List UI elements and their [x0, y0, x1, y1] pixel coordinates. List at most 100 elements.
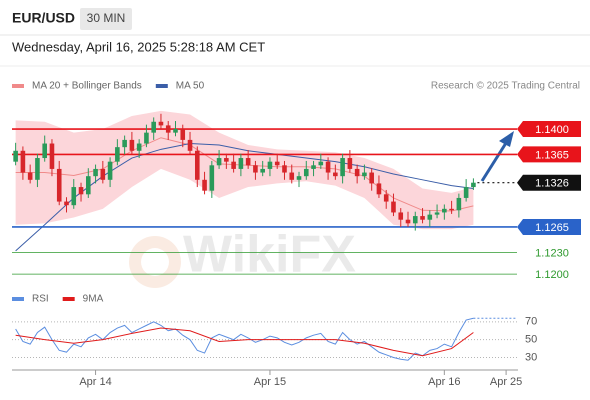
watermark: WikiFX	[183, 226, 356, 284]
candle-body	[303, 168, 309, 177]
candle-body	[93, 168, 98, 177]
trend-arrow	[480, 131, 514, 182]
candle-body	[202, 179, 207, 191]
candle-body	[442, 208, 447, 213]
candle-body	[173, 129, 178, 133]
candle-body	[383, 194, 389, 202]
legend-label: MA 20 + Bollinger Bands	[32, 81, 142, 92]
candle-body	[340, 158, 345, 177]
level-label: 1.1200	[535, 269, 569, 281]
legend-swatch	[12, 84, 24, 88]
candle-body	[471, 182, 476, 188]
candle-body	[231, 161, 236, 169]
level-label-box	[517, 174, 581, 191]
candle-body	[325, 161, 331, 173]
candle-body	[129, 139, 135, 151]
overlay: 1.1400 1.1365 1.1326 1.1265 1.1230 1.1200 MA 2…	[12, 81, 581, 388]
timestamp: Wednesday, April 16, 2025 5:28:18 AM CET	[12, 39, 265, 54]
y-tick-label: 30	[525, 351, 537, 363]
x-tick-label: Apr 14	[79, 376, 111, 388]
candle-body	[158, 121, 164, 126]
candle-body	[463, 187, 469, 198]
candle-body	[420, 216, 425, 220]
candle-body	[49, 143, 55, 169]
watermark-logo	[129, 236, 181, 288]
candle-body	[56, 168, 62, 202]
legend-swatch	[155, 84, 168, 88]
candle-body	[100, 168, 106, 180]
indicator-line	[15, 317, 474, 361]
level-label-box	[517, 121, 581, 138]
candle-body	[115, 147, 120, 162]
legend-label: 9MA	[83, 294, 104, 305]
candle-body	[151, 121, 156, 133]
candle-body	[27, 172, 33, 180]
candle-body	[253, 165, 258, 173]
x-tick-label: Apr 25	[490, 376, 522, 388]
level-label: 1.1265	[535, 222, 569, 234]
candle-body	[42, 143, 47, 159]
source-credit: Research © 2025 Trading Central	[431, 81, 580, 92]
candle-body	[354, 168, 360, 177]
level-label: 1.1230	[535, 247, 569, 259]
candle-body	[412, 216, 418, 224]
candle-body	[398, 212, 404, 220]
candle-body	[434, 212, 440, 215]
level-label: 1.1365	[535, 149, 569, 161]
candle-body	[187, 139, 193, 151]
timeframe-badge	[80, 8, 132, 30]
candle-body	[144, 132, 149, 144]
indicator-line	[15, 327, 474, 357]
candle-body	[78, 187, 84, 195]
candle-body	[456, 197, 462, 211]
legend-swatch	[62, 297, 75, 301]
candle-body	[427, 214, 433, 220]
candle-body	[107, 161, 113, 180]
level-label: 1.1326	[535, 178, 569, 190]
candle-body	[274, 161, 280, 166]
x-tick-label: Apr 15	[254, 376, 286, 388]
y-tick-label: 50	[525, 334, 537, 346]
candle-body	[64, 201, 69, 206]
candle-body	[165, 125, 171, 133]
candle-body	[180, 129, 186, 140]
level-label-box	[517, 218, 581, 235]
candle-body	[136, 143, 142, 151]
candle-body	[238, 158, 244, 169]
timeframe: 30 MIN	[87, 11, 126, 25]
candle-body	[376, 183, 382, 195]
candle-body	[245, 158, 251, 166]
candle-body	[296, 176, 302, 180]
candle-body	[71, 187, 77, 206]
candle-body	[362, 172, 367, 177]
candle-body	[85, 176, 91, 195]
candle-body	[216, 158, 222, 166]
level-label-box	[517, 146, 581, 163]
candle-body	[209, 165, 215, 191]
candle-body	[224, 158, 229, 162]
candle-body	[194, 150, 200, 180]
candle-body	[405, 219, 411, 224]
candle-body	[282, 165, 287, 173]
candle-body	[318, 161, 324, 166]
legend-label: RSI	[32, 294, 49, 305]
candle-body	[13, 150, 18, 162]
x-tick-label: Apr 16	[428, 376, 460, 388]
candle-body	[20, 150, 26, 173]
candle-body	[369, 172, 374, 184]
candle-body	[122, 139, 127, 148]
legend-label: MA 50	[176, 81, 205, 92]
y-tick-label: 70	[525, 316, 537, 328]
candle-body	[347, 158, 353, 169]
level-label: 1.1400	[535, 124, 569, 136]
candle-body	[391, 201, 396, 213]
candle-body	[449, 208, 454, 211]
candle-body	[35, 158, 40, 180]
symbol: EUR/USD	[12, 10, 75, 26]
legend-swatch	[12, 297, 24, 301]
candle-body	[333, 172, 338, 177]
candle-body	[267, 161, 273, 169]
candle-body	[311, 165, 316, 169]
candle-body	[260, 168, 265, 173]
